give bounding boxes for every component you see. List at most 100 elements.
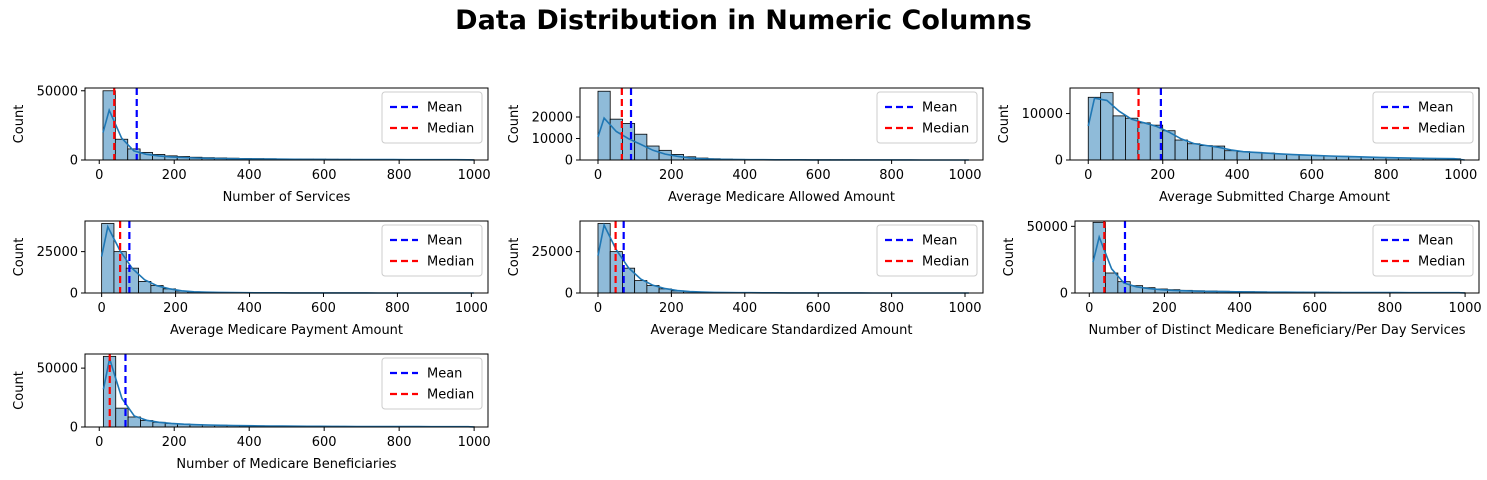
x-tick-label: 1000: [458, 168, 491, 183]
x-tick-label: 800: [385, 301, 410, 316]
x-tick-label: 0: [594, 168, 602, 183]
legend-label-median: Median: [1418, 255, 1465, 270]
axes-frame: [84, 220, 489, 294]
axes-frame: [1074, 220, 1480, 294]
x-axis-label: Average Medicare Standardized Amount: [651, 323, 913, 338]
histogram-bar: [622, 123, 636, 161]
histogram-bar: [597, 90, 611, 161]
legend-label-mean: Mean: [427, 367, 462, 382]
y-tick-label: 0: [1055, 154, 1063, 169]
x-tick-label: 1000: [948, 301, 981, 316]
axes-frame: [84, 353, 489, 428]
subplot-5: 0 200 400 600 800 1000 0 25000 Average Medicare …: [507, 220, 984, 338]
y-axis-label: Count: [507, 238, 522, 277]
y-tick-label: 10000: [1022, 107, 1063, 122]
histogram-bar: [1100, 92, 1114, 161]
x-tick-label: 200: [162, 168, 187, 183]
x-tick-label: 1000: [458, 435, 491, 450]
y-tick-label: 0: [70, 154, 78, 169]
y-tick-label: 20000: [532, 111, 573, 126]
legend: Mean Median: [876, 91, 978, 144]
y-axis-label: Count: [997, 105, 1012, 144]
x-tick-label: 800: [879, 168, 904, 183]
y-tick-label: 0: [70, 421, 78, 436]
histogram-bar: [127, 416, 141, 428]
y-axis-label: Count: [507, 105, 522, 144]
legend-label-mean: Mean: [922, 101, 957, 116]
y-axis-label: Count: [12, 105, 27, 144]
legend-label-mean: Mean: [427, 234, 462, 249]
x-tick-label: 800: [387, 435, 412, 450]
legend-label-median: Median: [922, 122, 969, 137]
x-tick-label: 600: [311, 301, 336, 316]
kde-curve: [1087, 97, 1465, 161]
figure-title: Data Distribution in Numeric Columns: [455, 5, 1032, 36]
axes-frame: [579, 220, 984, 294]
x-tick-label: 800: [879, 301, 904, 316]
y-tick-label: 0: [565, 154, 573, 169]
x-tick-label: 400: [237, 301, 262, 316]
y-axis-label: Count: [12, 371, 27, 410]
x-tick-label: 600: [312, 168, 337, 183]
histogram-bar: [1236, 151, 1250, 161]
axes-frame: [1069, 87, 1480, 161]
y-axis-label: Count: [1002, 238, 1017, 277]
legend-box: [876, 91, 978, 144]
x-axis-label: Number of Distinct Medicare Beneficiary/…: [1088, 323, 1465, 338]
y-tick-label: 50000: [37, 84, 78, 99]
x-axis-label: Number of Services: [223, 190, 351, 205]
legend-label-mean: Mean: [1418, 101, 1453, 116]
x-tick-label: 1000: [455, 301, 488, 316]
x-tick-label: 200: [659, 301, 684, 316]
axes-frame: [579, 87, 984, 161]
y-tick-label: 50000: [37, 362, 78, 377]
histogram-bar: [1224, 150, 1238, 161]
y-tick-label: 50000: [1027, 220, 1068, 235]
legend-label-mean: Mean: [427, 101, 462, 116]
histogram-bar: [609, 118, 623, 161]
legend-box: [381, 224, 483, 277]
x-tick-label: 600: [1299, 168, 1324, 183]
y-axis-label: Count: [12, 238, 27, 277]
x-axis-label: Average Medicare Payment Amount: [170, 323, 403, 338]
histogram-bar: [1174, 139, 1188, 161]
x-tick-label: 0: [95, 168, 103, 183]
axes-frame: [84, 87, 489, 161]
histogram-bar: [1199, 145, 1213, 161]
legend-box: [876, 224, 978, 277]
subplot-4: 0 200 400 600 800 1000 0 25000 Average Medicare …: [12, 220, 489, 338]
x-tick-label: 600: [806, 168, 831, 183]
x-tick-label: 1000: [1444, 168, 1477, 183]
legend-label-median: Median: [922, 255, 969, 270]
x-tick-label: 200: [1150, 168, 1175, 183]
x-tick-label: 1000: [948, 168, 981, 183]
x-axis-label: Average Submitted Charge Amount: [1159, 190, 1390, 205]
x-tick-label: 400: [732, 301, 757, 316]
x-tick-label: 200: [1152, 301, 1177, 316]
x-tick-label: 0: [95, 435, 103, 450]
histogram-bar: [138, 281, 152, 294]
legend: Mean Median: [381, 91, 483, 144]
legend-label-median: Median: [1418, 122, 1465, 137]
legend-label-mean: Mean: [1418, 234, 1453, 249]
legend: Mean Median: [876, 224, 978, 277]
x-tick-label: 600: [312, 435, 337, 450]
x-tick-label: 400: [1225, 168, 1250, 183]
legend-label-median: Median: [427, 388, 474, 403]
histogram-bar: [1105, 272, 1119, 294]
x-tick-label: 800: [1374, 168, 1399, 183]
x-tick-label: 0: [1085, 301, 1093, 316]
x-tick-label: 800: [387, 168, 412, 183]
x-tick-label: 0: [594, 301, 602, 316]
legend-box: [381, 357, 483, 410]
legend: Mean Median: [381, 224, 483, 277]
legend: Mean Median: [1372, 91, 1474, 144]
x-tick-label: 600: [806, 301, 831, 316]
y-tick-label: 0: [70, 287, 78, 302]
x-tick-label: 1000: [1449, 301, 1482, 316]
y-tick-label: 25000: [37, 245, 78, 260]
x-tick-label: 400: [1227, 301, 1252, 316]
histogram-bar: [1087, 96, 1102, 161]
y-tick-label: 0: [565, 287, 573, 302]
